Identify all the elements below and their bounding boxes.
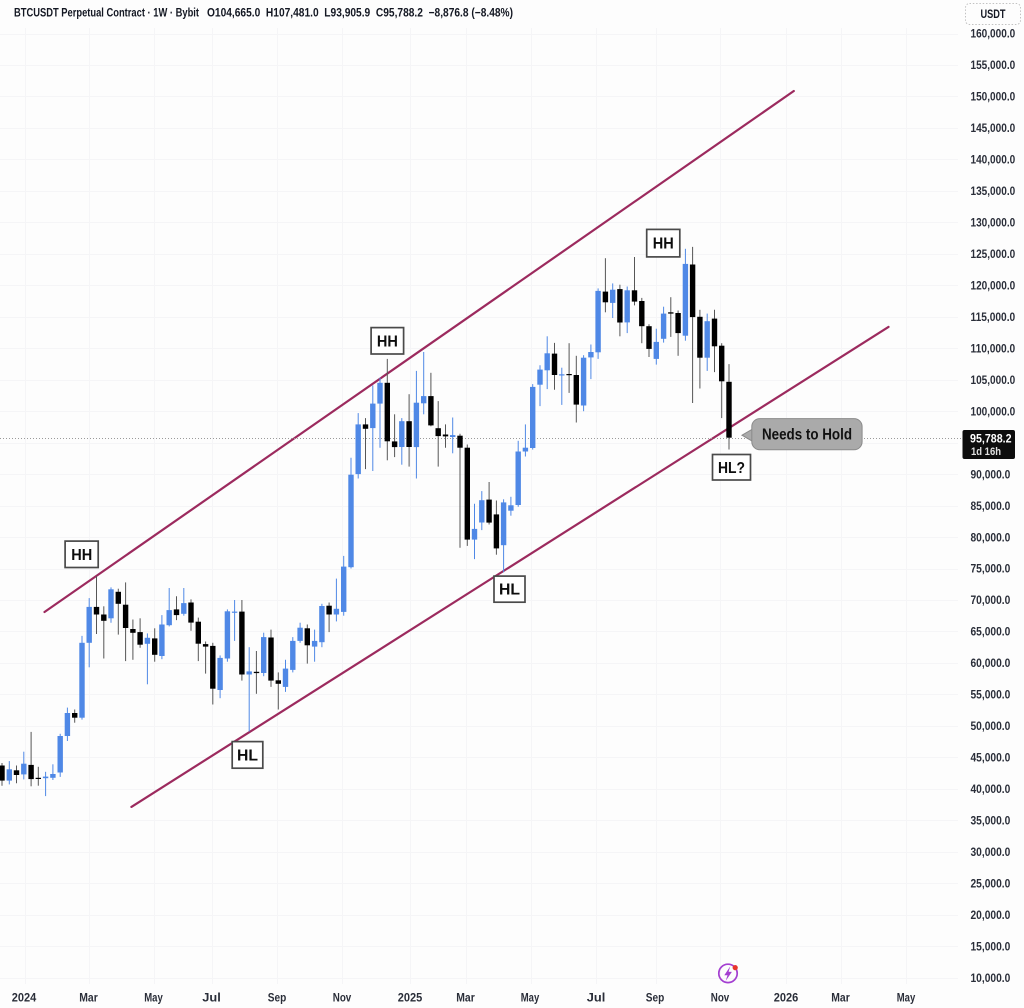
svg-text:Nov: Nov: [333, 991, 352, 1005]
svg-text:USDT: USDT: [981, 9, 1006, 21]
svg-text:75,000.0: 75,000.0: [971, 562, 1011, 576]
svg-text:40,000.0: 40,000.0: [971, 782, 1011, 796]
svg-text:70,000.0: 70,000.0: [971, 593, 1011, 607]
svg-text:120,000.0: 120,000.0: [971, 279, 1016, 293]
svg-text:125,000.0: 125,000.0: [971, 247, 1016, 261]
svg-text:140,000.0: 140,000.0: [971, 153, 1016, 167]
svg-text:Mar: Mar: [79, 991, 98, 1005]
svg-text:145,000.0: 145,000.0: [971, 121, 1016, 135]
svg-text:Mar: Mar: [456, 991, 475, 1005]
svg-text:155,000.0: 155,000.0: [971, 58, 1016, 72]
svg-text:100,000.0: 100,000.0: [971, 404, 1016, 418]
svg-text:Jul: Jul: [202, 991, 221, 1005]
svg-text:65,000.0: 65,000.0: [971, 625, 1011, 639]
svg-text:Mar: Mar: [831, 991, 850, 1005]
svg-text:Sep: Sep: [268, 991, 287, 1005]
svg-text:2026: 2026: [774, 991, 799, 1005]
svg-text:135,000.0: 135,000.0: [971, 184, 1016, 198]
svg-text:35,000.0: 35,000.0: [971, 814, 1011, 828]
svg-text:105,000.0: 105,000.0: [971, 373, 1016, 387]
svg-text:80,000.0: 80,000.0: [971, 530, 1011, 544]
svg-text:10,000.0: 10,000.0: [971, 971, 1011, 985]
svg-text:Jul: Jul: [587, 991, 606, 1005]
svg-text:Nov: Nov: [711, 991, 730, 1005]
svg-text:May: May: [897, 991, 916, 1005]
svg-text:115,000.0: 115,000.0: [971, 310, 1016, 324]
svg-text:1d 16h: 1d 16h: [971, 446, 1001, 458]
svg-text:55,000.0: 55,000.0: [971, 688, 1011, 702]
svg-text:25,000.0: 25,000.0: [971, 876, 1011, 890]
svg-text:May: May: [144, 991, 163, 1005]
svg-text:20,000.0: 20,000.0: [971, 908, 1011, 922]
svg-text:2024: 2024: [12, 991, 37, 1005]
svg-text:O104,665.0 H107,481.0 L93,90: O104,665.0 H107,481.0 L93,905.9 C95,788.…: [207, 6, 513, 20]
svg-text:BTCUSDT Perpetual Contract · 1: BTCUSDT Perpetual Contract · 1W · Bybit: [14, 6, 199, 20]
svg-text:2025: 2025: [398, 991, 423, 1005]
svg-text:Sep: Sep: [646, 991, 665, 1005]
svg-text:85,000.0: 85,000.0: [971, 499, 1011, 513]
svg-text:90,000.0: 90,000.0: [971, 467, 1011, 481]
svg-text:Needs to Hold: Needs to Hold: [762, 426, 852, 443]
svg-text:150,000.0: 150,000.0: [971, 90, 1016, 104]
svg-text:HL?: HL?: [718, 460, 745, 477]
svg-text:160,000.0: 160,000.0: [971, 27, 1016, 41]
svg-text:15,000.0: 15,000.0: [971, 939, 1011, 953]
svg-text:HH: HH: [377, 333, 398, 350]
svg-text:45,000.0: 45,000.0: [971, 751, 1011, 765]
svg-text:130,000.0: 130,000.0: [971, 216, 1016, 230]
svg-text:HL: HL: [237, 747, 258, 764]
svg-text:HH: HH: [71, 547, 92, 564]
svg-text:May: May: [521, 991, 540, 1005]
svg-text:30,000.0: 30,000.0: [971, 845, 1011, 859]
svg-text:HL: HL: [499, 582, 520, 599]
svg-text:60,000.0: 60,000.0: [971, 656, 1011, 670]
svg-text:HH: HH: [653, 236, 674, 253]
svg-text:50,000.0: 50,000.0: [971, 719, 1011, 733]
svg-text:95,788.2: 95,788.2: [970, 431, 1012, 445]
svg-text:110,000.0: 110,000.0: [971, 341, 1016, 355]
